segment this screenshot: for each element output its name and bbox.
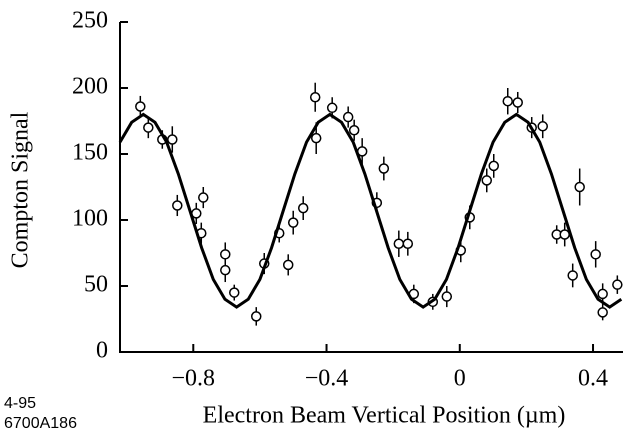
x-tick-label: 0.4 <box>578 366 608 392</box>
x-axis-label: Electron Beam Vertical Position (µm) <box>203 403 566 429</box>
data-point <box>250 311 262 322</box>
data-point <box>481 175 493 186</box>
data-point <box>590 249 601 260</box>
y-tick-label: 100 <box>72 206 108 232</box>
data-point <box>512 97 523 108</box>
data-point <box>574 181 585 193</box>
data-point <box>326 102 338 114</box>
y-tick-label: 150 <box>72 140 108 166</box>
data-point <box>537 121 548 132</box>
data-point <box>143 122 154 133</box>
data-point <box>502 95 513 107</box>
note: 4-95 <box>4 395 36 412</box>
data-point <box>172 200 183 211</box>
data-point <box>559 229 570 240</box>
x-tick-label: 0 <box>454 366 466 392</box>
y-axis-label: Compton Signal <box>8 111 34 268</box>
data-point <box>220 264 231 276</box>
y-tick-label: 250 <box>72 8 108 34</box>
data-point <box>342 111 354 123</box>
data-point <box>597 288 608 300</box>
fit-line <box>118 112 623 309</box>
data-point <box>393 238 405 250</box>
data-point <box>135 101 146 112</box>
x-tick-label: −0.8 <box>172 366 216 392</box>
data-point <box>488 160 500 172</box>
data-point <box>378 163 390 174</box>
data-point <box>229 287 240 298</box>
data-point <box>441 291 453 302</box>
y-tick-label: 200 <box>72 74 108 100</box>
data-point <box>567 270 578 281</box>
data-point <box>198 192 209 203</box>
data-point <box>402 238 414 250</box>
x-tick-label: −0.4 <box>305 366 349 392</box>
data-point <box>310 132 322 144</box>
data-point <box>220 249 231 260</box>
data-point <box>612 279 623 290</box>
data-point <box>348 124 360 136</box>
note: 6700A186 <box>4 415 77 432</box>
y-tick-label: 50 <box>84 272 108 298</box>
data-point <box>297 202 309 214</box>
y-tick-label: 0 <box>96 338 108 364</box>
data-point <box>287 217 299 228</box>
data-point <box>309 91 321 103</box>
data-point <box>282 259 294 271</box>
data-point <box>167 134 178 145</box>
data-point <box>597 307 608 318</box>
